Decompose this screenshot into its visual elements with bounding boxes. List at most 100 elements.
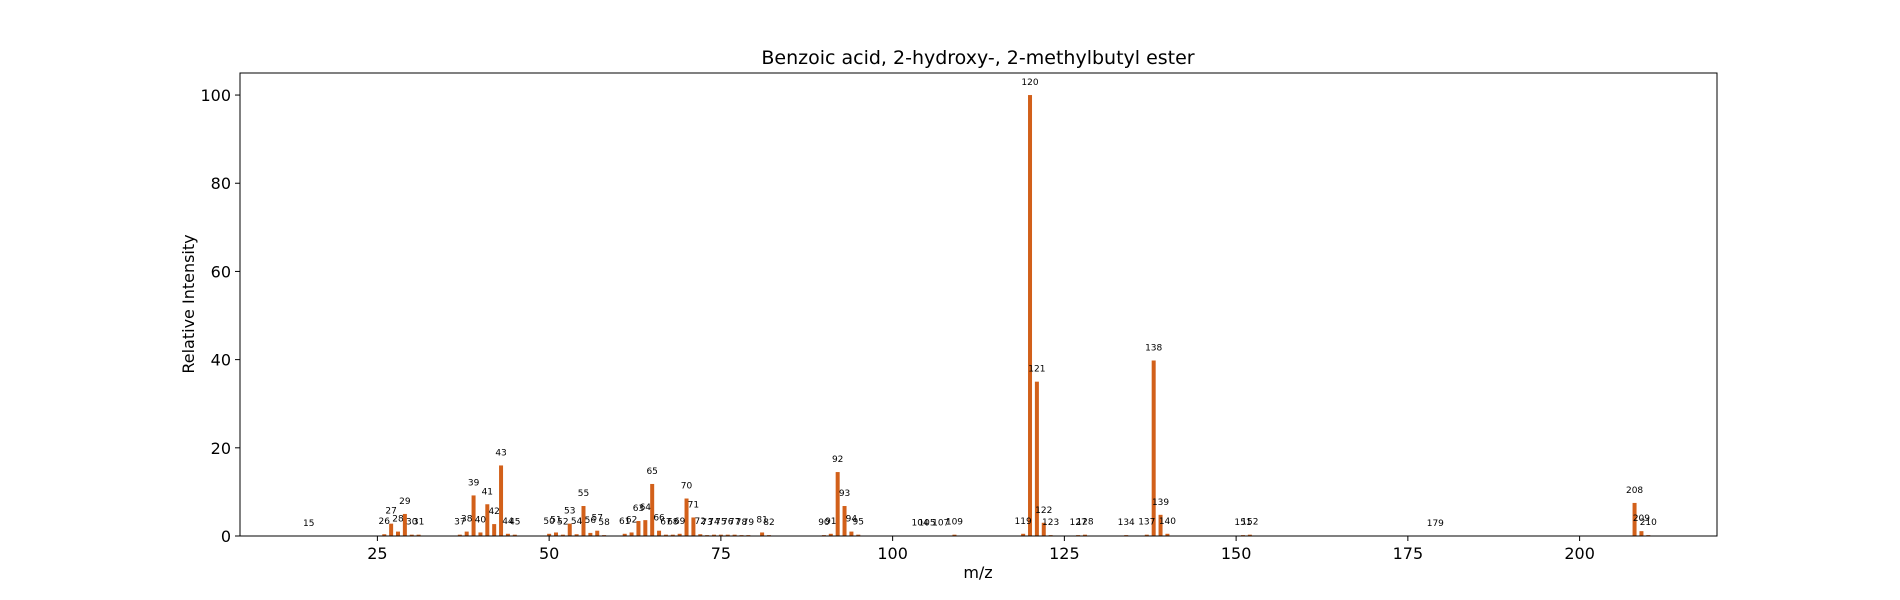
peak-label-mz-140: 140 (1159, 517, 1176, 527)
peak-label-mz-77: 77 (729, 518, 740, 528)
peak-label-mz-134: 134 (1118, 518, 1135, 528)
bar-mz-70 (684, 498, 689, 536)
plot-frame (239, 72, 1718, 537)
bar-mz-41 (485, 504, 490, 536)
bar-mz-29 (402, 513, 407, 536)
bar-mz-65 (650, 483, 655, 536)
peak-label-mz-123: 123 (1042, 518, 1059, 528)
peak-label-mz-78: 78 (736, 518, 748, 528)
bar-mz-67 (663, 534, 668, 536)
bar-mz-39 (471, 495, 476, 536)
peak-label-mz-95: 95 (853, 518, 864, 528)
peak-label-mz-44: 44 (502, 517, 514, 527)
peak-label-mz-81: 81 (756, 515, 767, 525)
bar-mz-76 (725, 534, 730, 536)
x-tick-label-25: 25 (367, 544, 387, 563)
bar-mz-121 (1034, 381, 1039, 536)
peak-label-mz-51: 51 (550, 515, 561, 525)
x-tick-label-50: 50 (539, 544, 559, 563)
peak-label-mz-68: 68 (667, 518, 679, 528)
peak-label-mz-38: 38 (461, 515, 473, 525)
peak-label-mz-93: 93 (839, 489, 850, 499)
peak-label-mz-94: 94 (846, 515, 858, 525)
peak-label-mz-39: 39 (468, 478, 480, 488)
peak-label-mz-128: 128 (1076, 518, 1093, 528)
bars-group (382, 95, 1651, 537)
bar-mz-57 (595, 530, 600, 536)
peak-label-mz-75: 75 (715, 518, 726, 528)
bar-mz-93 (842, 506, 847, 536)
peak-label-mz-107: 107 (932, 519, 949, 529)
peak-label-mz-105: 105 (918, 519, 935, 529)
bar-mz-92 (835, 472, 840, 536)
bar-mz-66 (657, 530, 662, 536)
peak-label-mz-26: 26 (379, 517, 391, 527)
x-axis-label: m/z (963, 563, 992, 582)
peak-label-mz-15: 15 (303, 519, 314, 529)
peak-label-mz-52: 52 (557, 518, 568, 528)
bar-mz-61 (622, 533, 627, 536)
peak-label-mz-45: 45 (509, 518, 520, 528)
x-tick-label-125: 125 (1049, 544, 1080, 563)
peak-label-mz-29: 29 (399, 497, 411, 507)
bar-mz-208 (1632, 502, 1637, 536)
peak-label-mz-121: 121 (1028, 365, 1045, 375)
bar-mz-56 (588, 532, 593, 536)
bar-mz-64 (643, 520, 648, 536)
bar-mz-75 (718, 534, 723, 536)
bar-mz-71 (691, 517, 696, 536)
peak-label-mz-40: 40 (475, 515, 487, 525)
bar-mz-81 (760, 532, 765, 536)
peak-label-mz-122: 122 (1035, 506, 1052, 516)
y-tick-label-60: 60 (211, 262, 231, 281)
peak-label-mz-69: 69 (674, 517, 686, 527)
peak-label-mz-57: 57 (592, 514, 603, 524)
bar-mz-28 (396, 531, 401, 536)
peak-label-mz-210: 210 (1640, 518, 1657, 528)
peak-label-mz-28: 28 (392, 515, 404, 525)
peak-label-mz-137: 137 (1138, 518, 1155, 528)
bar-mz-72 (698, 534, 703, 536)
bar-mz-74 (712, 534, 717, 536)
peak-label-mz-55: 55 (578, 489, 589, 499)
bar-mz-68 (670, 534, 675, 536)
y-tick-label-40: 40 (211, 351, 231, 370)
peak-label-mz-70: 70 (681, 482, 693, 492)
peak-label-mz-209: 209 (1633, 514, 1650, 524)
peak-label-mz-37: 37 (454, 518, 465, 528)
bar-mz-140 (1165, 533, 1170, 536)
peak-label-mz-63: 63 (633, 504, 644, 514)
peak-label-mz-91: 91 (825, 517, 836, 527)
peak-label-mz-119: 119 (1015, 517, 1032, 527)
bar-mz-139 (1158, 514, 1163, 536)
bar-mz-26 (382, 534, 387, 536)
bar-mz-91 (828, 533, 833, 536)
y-axis: 0 20 40 60 80 100 (200, 86, 240, 546)
bar-mz-55 (581, 506, 586, 536)
bar-mz-44 (505, 533, 510, 536)
peak-label-mz-54: 54 (571, 517, 583, 527)
bar-mz-62 (629, 532, 634, 536)
bar-mz-119 (1021, 533, 1026, 536)
y-tick-label-0: 0 (221, 527, 231, 546)
bar-mz-51 (554, 532, 559, 536)
x-tick-label-175: 175 (1393, 544, 1424, 563)
peak-label-mz-67: 67 (660, 518, 671, 528)
peak-label-mz-127: 127 (1070, 518, 1087, 528)
x-axis: 25 50 75 100 125 150 175 200 (367, 536, 1595, 563)
peak-label-mz-31: 31 (413, 518, 424, 528)
bar-mz-138 (1151, 360, 1156, 536)
peak-label-mz-50: 50 (543, 517, 555, 527)
peak-label-mz-151: 151 (1234, 518, 1251, 528)
bar-mz-31 (416, 534, 421, 536)
peak-label-mz-76: 76 (722, 518, 734, 528)
peak-label-mz-152: 152 (1241, 518, 1258, 528)
y-tick-label-80: 80 (211, 174, 231, 193)
peak-label-mz-62: 62 (626, 515, 637, 525)
peak-label-mz-79: 79 (743, 518, 755, 528)
chart-title: Benzoic acid, 2-hydroxy-, 2-methylbutyl … (761, 47, 1194, 69)
peak-label-mz-104: 104 (912, 519, 929, 529)
bar-mz-77 (732, 534, 737, 536)
